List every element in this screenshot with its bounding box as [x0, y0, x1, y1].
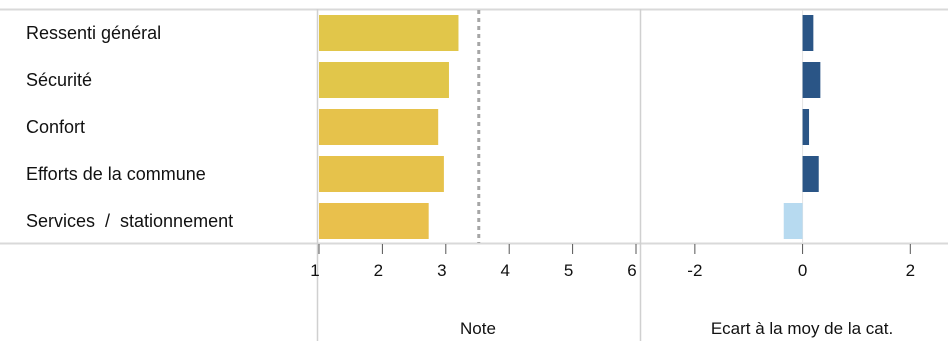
ecart-bar — [783, 203, 803, 239]
note-bar — [319, 203, 429, 239]
ecart-tick-label: -2 — [687, 261, 702, 280]
note-tick-label: 2 — [374, 261, 383, 280]
category-label: Services / stationnement — [26, 211, 233, 231]
note-tick-label: 6 — [627, 261, 636, 280]
category-label: Ressenti général — [26, 23, 161, 43]
ecart-bar — [802, 62, 821, 98]
ecart-tick-label: 2 — [906, 261, 915, 280]
ecart-panel: -2 0 2 — [687, 10, 915, 280]
ecart-bar — [802, 109, 810, 145]
note-bar — [319, 62, 449, 98]
note-tick-label: 1 — [310, 261, 319, 280]
note-bar — [319, 109, 439, 145]
ecart-tick-label: 0 — [798, 261, 807, 280]
note-axis-title: Note — [460, 319, 496, 338]
note-tick-label: 3 — [437, 261, 446, 280]
category-label: Confort — [26, 117, 85, 137]
note-bar — [319, 15, 459, 51]
category-labels: Ressenti général Sécurité Confort Effort… — [26, 23, 233, 231]
ecart-bar — [802, 15, 814, 51]
ecart-axis-title: Ecart à la moy de la cat. — [711, 319, 893, 338]
category-label: Sécurité — [26, 70, 92, 90]
note-bar — [319, 156, 444, 192]
note-tick-label: 5 — [564, 261, 573, 280]
note-tick-label: 4 — [500, 261, 509, 280]
category-label: Efforts de la commune — [26, 164, 206, 184]
ecart-bar — [802, 156, 819, 192]
note-panel: 1 2 3 4 5 6 — [310, 10, 637, 280]
